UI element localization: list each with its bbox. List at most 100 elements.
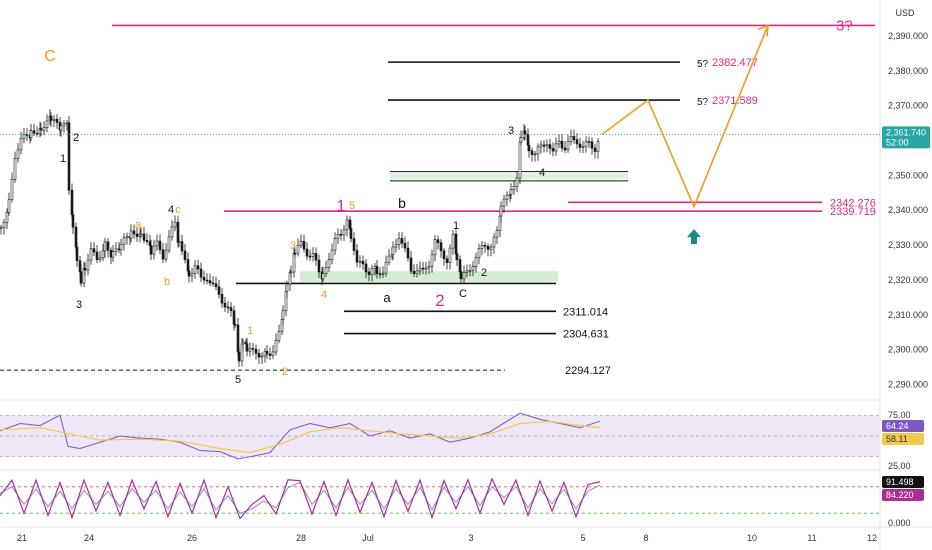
candle-body	[49, 115, 53, 121]
candle-body	[502, 198, 506, 207]
last-price-value: 2,361.740	[886, 127, 926, 137]
price-tick-label: 2,350.000	[888, 170, 928, 180]
candle-body	[409, 257, 413, 272]
candle-body	[22, 133, 26, 139]
candle-body	[132, 230, 136, 235]
currency-label[interactable]: USD	[895, 8, 915, 18]
candle-body	[459, 271, 463, 280]
candle-body	[52, 118, 56, 121]
candle-body	[98, 257, 102, 261]
rsi-value-badge	[882, 420, 924, 432]
price-tick-label: 2,290.000	[888, 380, 928, 390]
rsi-axis-label: 25.00	[888, 461, 911, 471]
level-value-label: 2371.589	[712, 95, 758, 107]
teal-up-arrow-icon	[687, 229, 701, 245]
candle-body	[317, 259, 321, 273]
candle-body	[587, 141, 591, 143]
wave-label: C	[459, 288, 467, 300]
candle-body	[421, 267, 425, 270]
candle-body	[345, 219, 349, 231]
candle-body	[551, 148, 555, 152]
candle-body	[527, 144, 531, 152]
candle-body	[548, 144, 552, 149]
support-zone[interactable]	[300, 271, 558, 282]
candle-body	[129, 230, 133, 239]
price-axis[interactable]: 2,290.000 2,300.000 2,310.000 2,320.000 2,33…	[882, 31, 930, 390]
candle-body	[101, 250, 105, 259]
price-series-layer	[0, 109, 880, 367]
candle-body	[281, 310, 285, 320]
candle-body	[442, 250, 446, 260]
wave-label: 1	[60, 153, 66, 165]
candle-body	[584, 141, 588, 147]
candle-body	[42, 127, 46, 131]
candle-body	[575, 139, 579, 145]
candle-body	[65, 122, 69, 125]
candle-body	[251, 348, 255, 350]
candle-body	[477, 248, 481, 259]
time-axis[interactable]: 21 24 26 28 Jul 3 5 8 10 11 12	[17, 533, 877, 543]
stochastic-pane: 91.498 84.220 0.000	[0, 476, 924, 528]
candle-body	[271, 351, 275, 356]
rsi-axis-label: 75.00	[888, 410, 911, 420]
wave-label: 4	[539, 167, 545, 179]
candle-body	[370, 268, 374, 275]
candle-body	[378, 273, 382, 275]
candle-body	[397, 238, 401, 245]
candle-body	[173, 221, 177, 228]
wave-label: 3	[76, 299, 82, 311]
candle-body	[468, 270, 472, 272]
candle-body	[412, 270, 416, 274]
candle-body	[400, 238, 404, 244]
candle-body	[427, 266, 431, 269]
candle-body	[190, 272, 194, 277]
candle-body	[103, 241, 107, 252]
price-tick-label: 2,390.000	[888, 31, 928, 41]
candle-body	[499, 205, 503, 217]
projection-arrowhead	[757, 24, 769, 37]
candle-body	[364, 263, 368, 273]
candle-body	[590, 141, 594, 149]
candle-body	[358, 260, 362, 263]
candle-body	[352, 238, 356, 251]
price-tick-label: 2,380.000	[888, 66, 928, 76]
projection-path[interactable]	[601, 25, 769, 209]
candle-body	[202, 276, 206, 281]
level-value-label: 2311.014	[563, 306, 608, 318]
candle-body	[289, 271, 293, 274]
candle-body	[523, 130, 527, 135]
candle-body	[89, 248, 93, 261]
candle-body	[214, 283, 218, 288]
candle-body	[155, 240, 159, 247]
candle-body	[578, 143, 582, 148]
candle-body	[367, 271, 371, 275]
candle-body	[217, 286, 221, 295]
wave-label: 3	[508, 125, 514, 137]
stoch-k-line	[0, 477, 601, 520]
candle-body	[314, 253, 318, 261]
wave-label: 3	[290, 240, 296, 252]
candle-body	[125, 236, 129, 239]
candle-body	[403, 242, 407, 249]
stoch-k-value: 91.498	[886, 477, 914, 487]
candle-body	[566, 141, 570, 151]
wave-label: b	[164, 276, 170, 288]
candle-body	[79, 271, 83, 284]
wave-label: a	[383, 290, 391, 305]
candle-body	[305, 248, 309, 257]
wave-label: a	[135, 219, 142, 231]
candle-body	[45, 120, 49, 128]
candle-body	[455, 253, 459, 260]
support-zone[interactable]	[390, 173, 628, 179]
time-tick-label: 8	[643, 533, 648, 543]
candle-body	[135, 233, 139, 237]
level-tag: 5?	[697, 97, 709, 108]
candle-body	[245, 343, 249, 352]
candle-body	[16, 149, 20, 159]
candle-body	[530, 150, 534, 155]
wave-label: 4	[321, 289, 327, 301]
zones-layer	[300, 171, 628, 282]
candle-body	[92, 248, 96, 253]
stoch-axis-label: 0.000	[888, 518, 911, 528]
